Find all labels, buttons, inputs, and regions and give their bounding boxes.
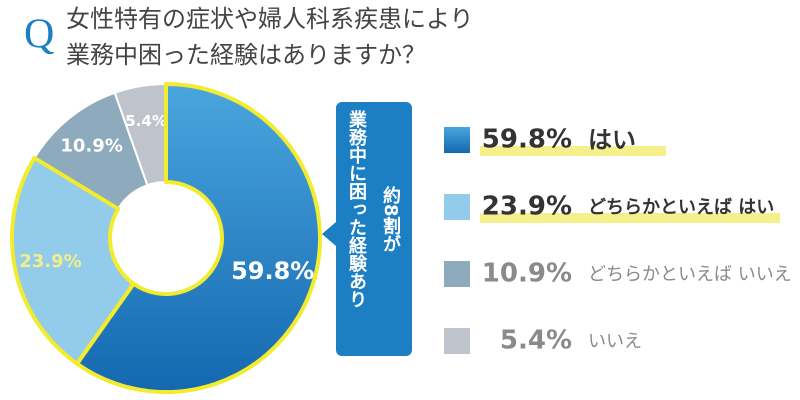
slice-label: 10.9% [60,135,122,156]
legend-swatch [444,194,470,220]
highlight-outline [10,155,136,366]
callout: 約8割が 業務中に困った経験あり [322,102,412,356]
legend-label: はい [588,126,636,154]
callout-pointer [322,222,336,246]
legend-highlight [480,146,666,156]
legend-label: どちらかといえば はい [588,197,774,218]
title-line: 女性特有の症状や婦人科系疾患により [66,5,474,33]
slice-label: 59.8% [231,257,314,285]
legend-value: 10.9% [482,259,572,289]
legend-label: いいえ [588,331,642,352]
legend-value: 5.4% [500,326,572,356]
q-mark: Q [24,12,54,58]
legend-value: 59.8% [482,125,572,155]
slice-label: 5.4% [125,112,167,130]
legend-swatch [444,328,470,354]
callout-text: 業務中に困った経験あり [346,109,368,308]
callout-box [336,102,412,356]
slice-label: 23.9% [19,251,81,272]
title-line: 業務中困った経験はありますか？ [66,41,426,69]
legend-value: 23.9% [482,192,572,222]
callout-text: 約8割が [380,185,401,253]
highlight-outline [75,82,322,394]
legend-label: どちらかといえば いいえ [588,264,792,285]
legend-highlight [480,213,780,223]
legend-swatch [444,127,470,153]
legend-swatch [444,261,470,287]
